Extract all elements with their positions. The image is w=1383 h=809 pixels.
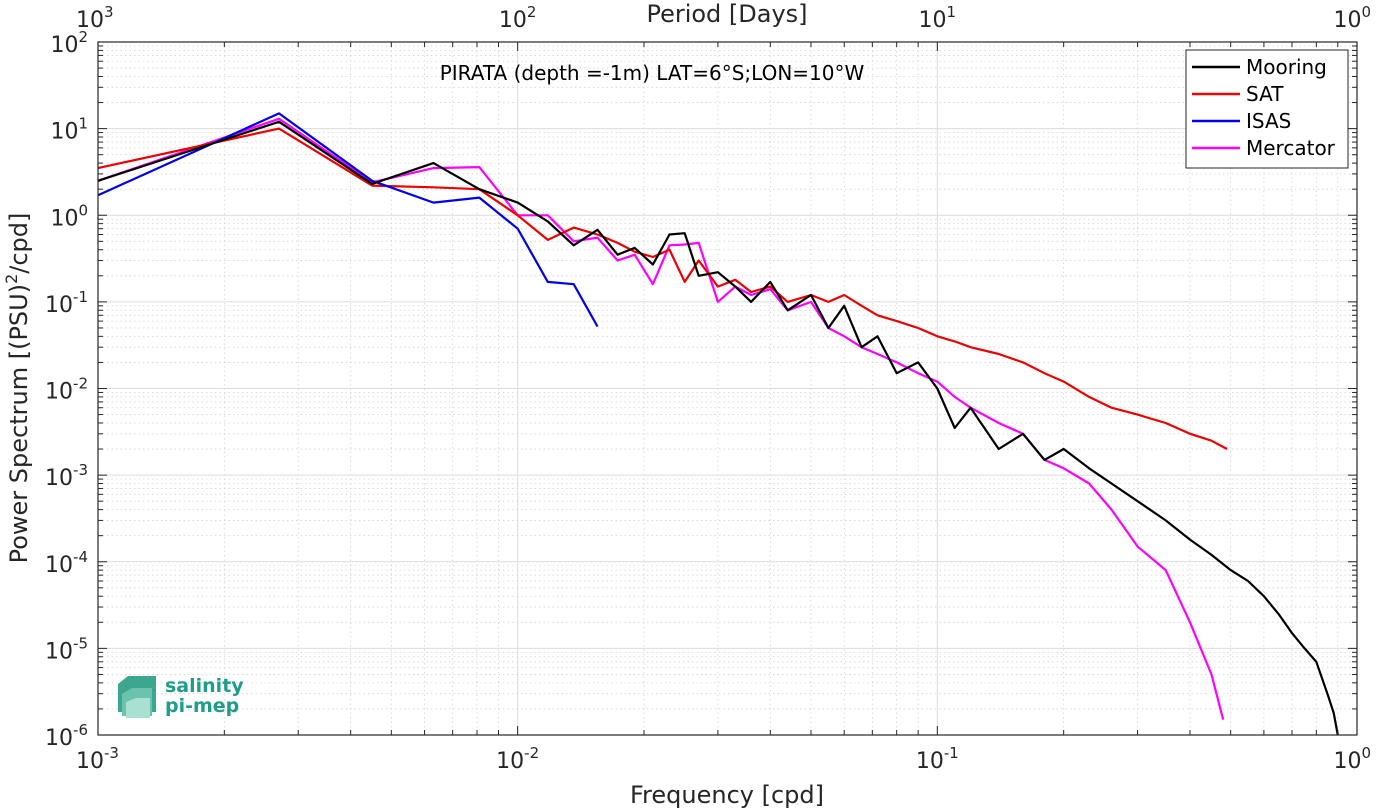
y-axis-label-tail: /cpd] [5, 213, 33, 274]
legend: Mooring SAT ISAS Mercator [1185, 49, 1349, 169]
legend-label-isas: ISAS [1246, 109, 1291, 133]
series-line-isas [97, 112, 599, 328]
top-x-tick-label-exp: 0 [1361, 3, 1371, 21]
y-tick-label-exp: 1 [78, 115, 88, 133]
logo-shape-front [126, 698, 150, 718]
x-tick-label: 10-1 [916, 744, 959, 774]
x-tick-label-base: 10 [496, 749, 524, 774]
y-tick-label: 10-5 [45, 634, 88, 664]
y-tick-label: 102 [50, 28, 88, 58]
y-tick-label-exp: -6 [73, 721, 88, 739]
top-x-tick-label: 101 [919, 3, 957, 33]
top-x-tick-label: 100 [1333, 3, 1371, 33]
y-tick-label-base: 10 [45, 553, 73, 578]
logo-text-salinity: salinity [165, 675, 244, 697]
x-tick-label: 10-3 [76, 744, 119, 774]
y-tick-label: 10-3 [45, 461, 88, 491]
y-tick-label: 10-4 [45, 548, 88, 578]
y-tick-label-base: 10 [50, 206, 78, 231]
series-line-mooring [97, 120, 1339, 736]
top-x-tick-label-exp: 3 [104, 3, 114, 21]
y-tick-label-base: 10 [45, 380, 73, 405]
series-layer [97, 112, 1339, 736]
y-tick-label-exp: -5 [73, 634, 88, 652]
y-tick-label: 10-6 [45, 721, 88, 751]
top-x-tick-label-base: 10 [499, 8, 527, 33]
legend-label-mooring: Mooring [1246, 55, 1327, 79]
y-axis-label-base: Power Spectrum [(PSU) [5, 284, 33, 563]
x-tick-label-exp: -3 [104, 744, 119, 762]
x-tick-label-base: 10 [76, 749, 104, 774]
y-tick-label-base: 10 [45, 726, 73, 751]
y-tick-label-base: 10 [45, 466, 73, 491]
y-tick-label-base: 10 [50, 120, 78, 145]
top-x-axis-label: Period [Days] [646, 0, 807, 28]
x-axis-label: Frequency [cpd] [630, 781, 824, 809]
x-tick-label: 100 [1333, 744, 1371, 774]
y-tick-label-base: 10 [45, 639, 73, 664]
x-tick-label-base: 10 [1333, 749, 1361, 774]
y-tick-label-exp: 2 [78, 28, 88, 46]
x-tick-label-exp: 0 [1361, 744, 1371, 762]
top-x-tick-label: 103 [76, 3, 114, 33]
y-axis-label: Power Spectrum [(PSU)2/cpd] [2, 213, 33, 564]
chart-title: PIRATA (depth =-1m) LAT=6°S;LON=10°W [440, 61, 865, 85]
top-x-tick-label-exp: 1 [947, 3, 957, 21]
x-tick-label-base: 10 [916, 749, 944, 774]
top-x-tick-label-exp: 2 [527, 3, 537, 21]
salinity-pimep-logo: salinity pi-mep [118, 675, 244, 718]
x-tick-label: 10-2 [496, 744, 539, 774]
legend-label-mercator: Mercator [1246, 136, 1336, 160]
y-tick-label: 10-1 [45, 288, 88, 318]
y-tick-label-base: 10 [45, 293, 73, 318]
top-x-tick-label-base: 10 [919, 8, 947, 33]
y-tick-label-exp: 0 [78, 201, 88, 219]
legend-label-sat: SAT [1246, 82, 1284, 106]
y-tick-label-exp: -4 [73, 548, 88, 566]
y-tick-label: 101 [50, 115, 88, 145]
logo-text-pimep: pi-mep [165, 695, 239, 717]
y-tick-label: 10-2 [45, 375, 88, 405]
top-x-tick-label: 102 [499, 3, 537, 33]
y-tick-label-exp: -1 [73, 288, 88, 306]
x-tick-label-exp: -2 [524, 744, 539, 762]
y-tick-label-exp: -2 [73, 375, 88, 393]
top-x-tick-label-base: 10 [1333, 8, 1361, 33]
y-tick-label-base: 10 [50, 33, 78, 58]
x-tick-label-exp: -1 [944, 744, 959, 762]
y-tick-label-exp: -3 [73, 461, 88, 479]
y-tick-label: 100 [50, 201, 88, 231]
y-axis-label-sup: 2 [2, 274, 21, 284]
top-x-tick-label-base: 10 [76, 8, 104, 33]
